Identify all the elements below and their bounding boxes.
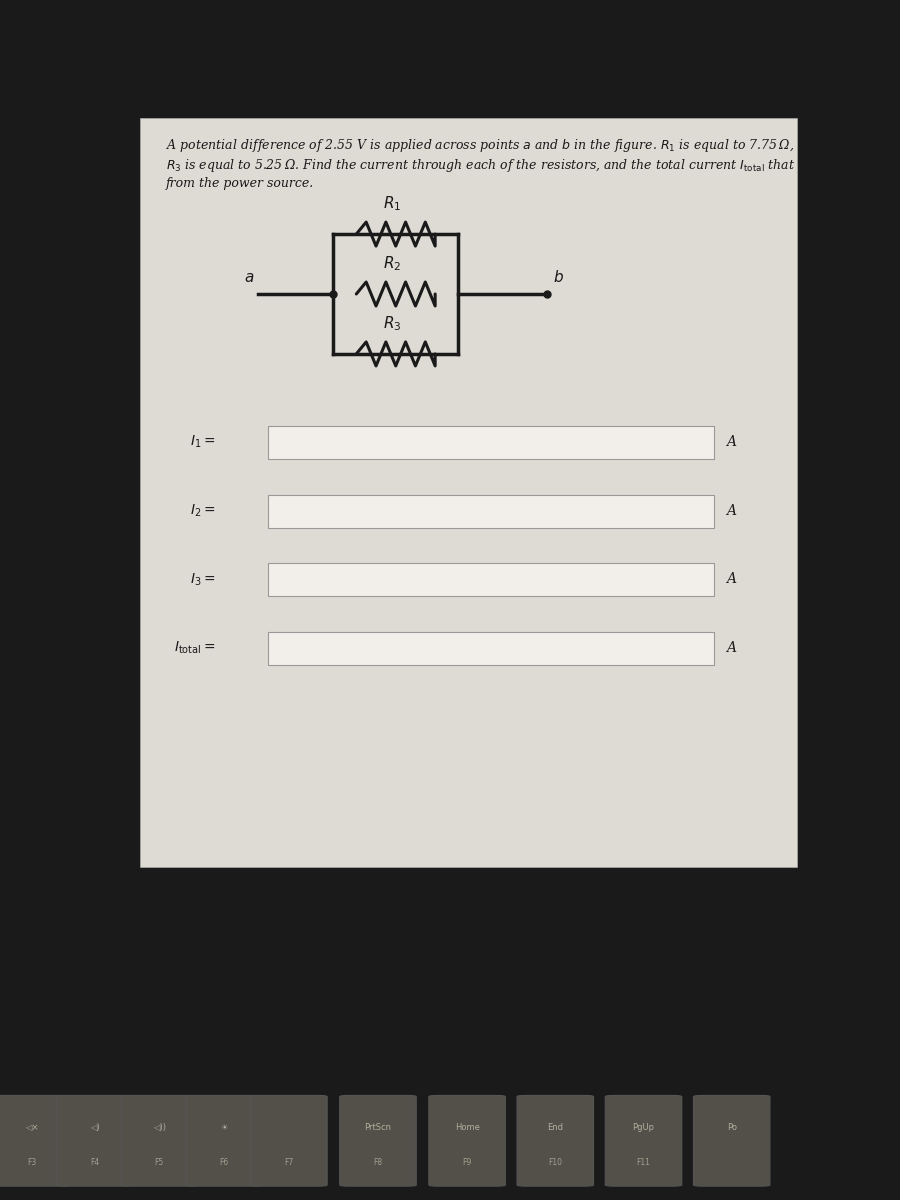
Text: Home: Home <box>454 1123 480 1132</box>
FancyBboxPatch shape <box>605 1096 682 1186</box>
Text: F7: F7 <box>284 1158 293 1168</box>
Text: PrtScn: PrtScn <box>364 1123 392 1132</box>
FancyBboxPatch shape <box>56 1096 133 1186</box>
FancyBboxPatch shape <box>185 1096 263 1186</box>
FancyBboxPatch shape <box>267 563 715 596</box>
Text: F3: F3 <box>27 1158 36 1168</box>
FancyBboxPatch shape <box>693 1096 770 1186</box>
Text: A: A <box>726 572 736 587</box>
FancyBboxPatch shape <box>267 631 715 665</box>
Text: ◁)): ◁)) <box>153 1123 166 1132</box>
Text: PgUp: PgUp <box>633 1123 654 1132</box>
FancyBboxPatch shape <box>339 1096 416 1186</box>
FancyBboxPatch shape <box>267 426 715 458</box>
FancyBboxPatch shape <box>0 1096 70 1186</box>
Text: $R_2$: $R_2$ <box>383 254 401 274</box>
Text: $R_3$: $R_3$ <box>383 314 401 332</box>
FancyBboxPatch shape <box>517 1096 594 1186</box>
FancyBboxPatch shape <box>267 494 715 528</box>
Text: F4: F4 <box>90 1158 99 1168</box>
Text: F5: F5 <box>155 1158 164 1168</box>
Text: End: End <box>547 1123 563 1132</box>
Text: $I_2 =$: $I_2 =$ <box>190 503 215 520</box>
Text: F9: F9 <box>463 1158 472 1168</box>
Text: ◁×: ◁× <box>25 1123 38 1132</box>
Text: F10: F10 <box>548 1158 562 1168</box>
FancyBboxPatch shape <box>429 1096 506 1186</box>
Text: $R_1$: $R_1$ <box>383 194 401 214</box>
FancyBboxPatch shape <box>140 118 796 866</box>
Text: A: A <box>726 641 736 655</box>
FancyBboxPatch shape <box>121 1096 197 1186</box>
Text: $a$: $a$ <box>244 271 255 286</box>
Text: $b$: $b$ <box>554 269 564 286</box>
Text: Po: Po <box>726 1123 737 1132</box>
Text: $R_3$ is equal to 5.25 Ω. Find the current through each of the resistors, and th: $R_3$ is equal to 5.25 Ω. Find the curre… <box>166 157 900 174</box>
Text: ◁): ◁) <box>90 1123 99 1132</box>
Text: $I_{\mathrm{total}} =$: $I_{\mathrm{total}} =$ <box>174 640 215 656</box>
Text: A potential difference of 2.55 V is applied across points $a$ and $b$ in the fig: A potential difference of 2.55 V is appl… <box>166 137 900 154</box>
Text: F8: F8 <box>374 1158 382 1168</box>
Text: ☀: ☀ <box>220 1123 228 1132</box>
FancyBboxPatch shape <box>250 1096 328 1186</box>
Text: $I_1 =$: $I_1 =$ <box>190 434 215 450</box>
Text: from the power source.: from the power source. <box>166 178 314 190</box>
Text: A: A <box>726 436 736 449</box>
Text: $I_3 =$: $I_3 =$ <box>190 571 215 588</box>
Text: F11: F11 <box>636 1158 651 1168</box>
Text: A: A <box>726 504 736 518</box>
Text: F6: F6 <box>220 1158 229 1168</box>
